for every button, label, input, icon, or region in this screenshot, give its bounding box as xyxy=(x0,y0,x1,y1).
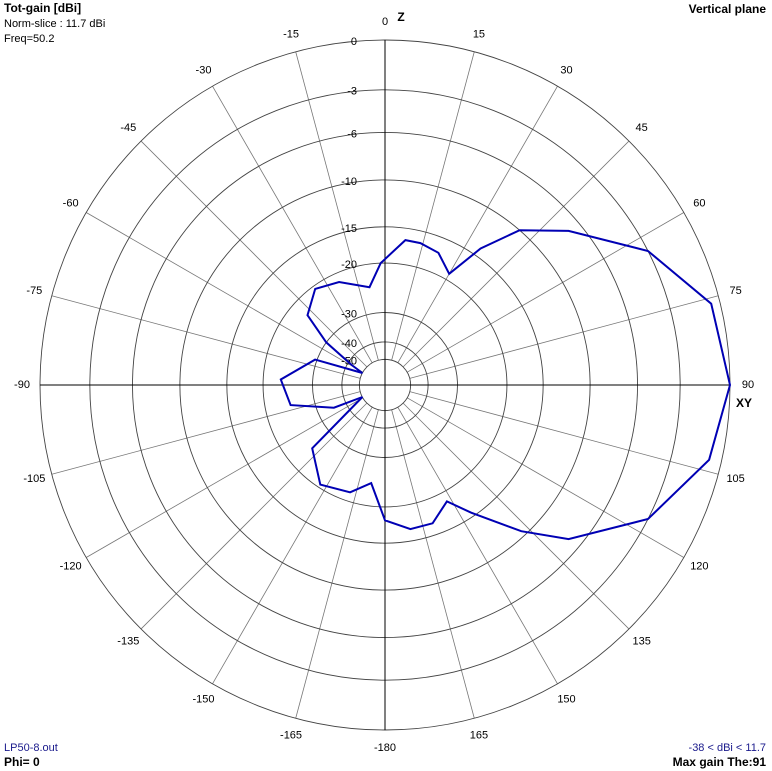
spoke xyxy=(212,406,373,684)
spoke xyxy=(402,402,630,630)
angle-label: -30 xyxy=(196,65,212,77)
radial-tick-label: -3 xyxy=(347,86,357,98)
angle-label: 60 xyxy=(693,197,705,209)
radial-tick-label: -30 xyxy=(341,308,357,320)
spoke xyxy=(391,51,475,361)
angle-label: 135 xyxy=(633,636,651,648)
plane-label: Vertical plane xyxy=(689,2,767,16)
file-name: LP50-8.out xyxy=(4,742,58,754)
radial-tick-label: -6 xyxy=(347,128,357,140)
angle-label: -60 xyxy=(63,197,79,209)
spoke xyxy=(391,409,475,719)
angle-label: -75 xyxy=(26,285,42,297)
angle-label: 150 xyxy=(557,693,575,705)
angle-label: -135 xyxy=(117,636,139,648)
angle-label: 90 xyxy=(742,379,754,391)
angle-label: -45 xyxy=(120,122,136,134)
spoke xyxy=(409,391,719,475)
radial-tick-label: -15 xyxy=(341,223,357,235)
spoke xyxy=(409,295,719,379)
angle-label: -120 xyxy=(60,560,82,572)
spoke xyxy=(295,409,379,719)
angle-label: 105 xyxy=(726,473,744,485)
angle-label: 75 xyxy=(730,285,742,297)
spoke xyxy=(406,397,684,558)
spoke xyxy=(86,397,364,558)
angle-label: -150 xyxy=(192,693,214,705)
radial-tick-label: -20 xyxy=(341,259,357,271)
spoke xyxy=(406,212,684,373)
radial-tick-label: -10 xyxy=(341,176,357,188)
angle-label: 120 xyxy=(690,560,708,572)
xy-axis-label: XY xyxy=(736,396,752,410)
angle-label: -15 xyxy=(283,28,299,40)
angle-label: 15 xyxy=(473,28,485,40)
angle-label: -90 xyxy=(14,379,30,391)
spoke xyxy=(402,140,630,368)
spoke xyxy=(397,86,558,364)
radial-tick-label: 0 xyxy=(351,36,357,48)
spoke xyxy=(86,212,364,373)
subtitle: Norm-slice : 11.7 dBi xyxy=(4,18,105,30)
radial-tick-label: -40 xyxy=(341,338,357,350)
angle-label: -165 xyxy=(280,730,302,742)
spoke xyxy=(140,402,368,630)
spoke xyxy=(295,51,379,361)
angle-label: 0 xyxy=(382,16,388,28)
spoke xyxy=(140,140,368,368)
max-gain: Max gain The:91 xyxy=(673,755,767,769)
z-axis-label: Z xyxy=(397,10,404,24)
spoke xyxy=(51,295,361,379)
range-text: -38 < dBi < 11.7 xyxy=(689,742,766,754)
frequency: Freq=50.2 xyxy=(4,33,54,45)
chart-title: Tot-gain [dBi] xyxy=(4,1,81,15)
spoke xyxy=(212,86,373,364)
pattern-line xyxy=(279,229,732,541)
angle-label: -180 xyxy=(374,742,396,754)
angle-label: -105 xyxy=(23,473,45,485)
phi-label: Phi= 0 xyxy=(4,755,40,769)
angle-label: 30 xyxy=(560,65,572,77)
angle-label: 45 xyxy=(636,122,648,134)
spoke xyxy=(397,406,558,684)
angle-label: 165 xyxy=(470,730,488,742)
